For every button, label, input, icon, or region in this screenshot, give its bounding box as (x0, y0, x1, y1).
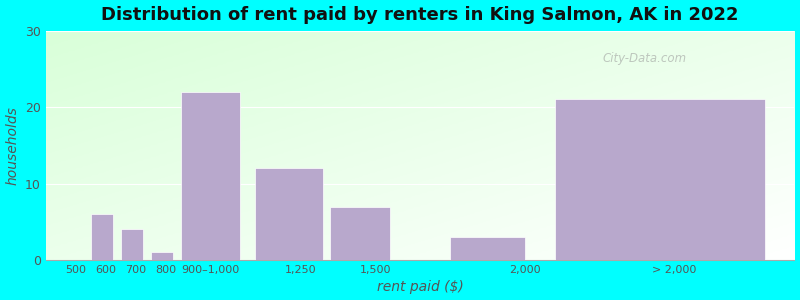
Bar (181, 92, 241, 260)
Bar (450, 237, 525, 260)
Y-axis label: households: households (6, 106, 19, 185)
Bar (121, 230, 143, 260)
Bar (150, 252, 173, 260)
X-axis label: rent paid ($): rent paid ($) (377, 280, 463, 294)
Title: Distribution of rent paid by renters in King Salmon, AK in 2022: Distribution of rent paid by renters in … (102, 6, 739, 24)
Bar (555, 100, 765, 260)
Bar (255, 168, 323, 260)
Bar (90, 214, 114, 260)
Text: City-Data.com: City-Data.com (602, 52, 686, 65)
Bar (330, 206, 390, 260)
